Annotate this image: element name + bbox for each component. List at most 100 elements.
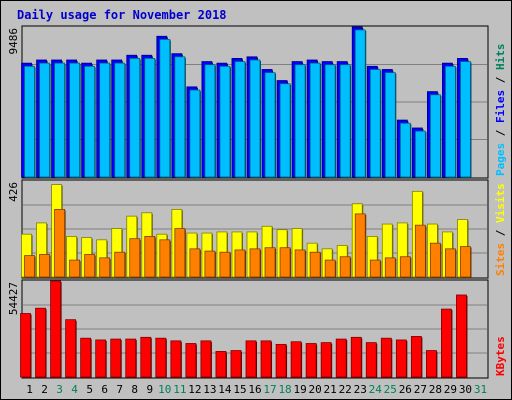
bar-pages-day-10 bbox=[159, 39, 171, 178]
bar-kbytes-day-3 bbox=[50, 280, 61, 378]
bar-pages-day-6 bbox=[99, 62, 111, 178]
day-label-5: 5 bbox=[86, 383, 93, 396]
bar-kbytes-day-20 bbox=[305, 343, 317, 378]
bar-pages-day-1 bbox=[24, 65, 35, 178]
bar-pages-day-13 bbox=[204, 64, 216, 178]
bar-kbytes-day-27 bbox=[410, 336, 422, 378]
bar-sites-day-4 bbox=[69, 259, 81, 278]
bar-sites-day-12 bbox=[189, 248, 201, 278]
bar-sites-day-28 bbox=[429, 242, 441, 278]
max-label-pages-files-hits: 9486 bbox=[7, 28, 20, 55]
bar-kbytes-day-26 bbox=[395, 339, 407, 378]
bar-kbytes-day-13 bbox=[200, 340, 212, 378]
bar-pages-day-5 bbox=[84, 65, 96, 178]
bar-pages-day-9 bbox=[144, 58, 156, 178]
day-label-13: 13 bbox=[203, 383, 216, 396]
day-label-9: 9 bbox=[146, 383, 153, 396]
day-label-20: 20 bbox=[309, 383, 322, 396]
day-label-2: 2 bbox=[41, 383, 48, 396]
day-label-25: 25 bbox=[384, 383, 397, 396]
bar-pages-day-24 bbox=[369, 69, 381, 178]
bar-kbytes-day-21 bbox=[320, 342, 332, 378]
bar-pages-day-8 bbox=[129, 58, 141, 178]
bar-kbytes-day-29 bbox=[441, 308, 452, 378]
bar-kbytes-day-17 bbox=[260, 340, 272, 378]
day-label-10: 10 bbox=[158, 383, 171, 396]
day-label-19: 19 bbox=[293, 383, 306, 396]
bar-pages-day-20 bbox=[309, 62, 321, 178]
day-label-22: 22 bbox=[339, 383, 352, 396]
bar-pages-day-7 bbox=[114, 62, 126, 178]
legend-files: Files bbox=[494, 90, 507, 123]
bar-pages-day-23 bbox=[354, 29, 366, 178]
bar-kbytes-day-15 bbox=[230, 350, 242, 378]
bar-kbytes-day-25 bbox=[380, 337, 392, 378]
max-label-sites-visits: 426 bbox=[7, 182, 20, 202]
bar-kbytes-day-5 bbox=[80, 337, 92, 378]
bar-kbytes-day-18 bbox=[275, 343, 287, 378]
legend-separator: / bbox=[494, 123, 507, 143]
legend-pages: Pages bbox=[494, 143, 507, 176]
bar-sites-day-26 bbox=[399, 256, 411, 278]
bar-sites-day-16 bbox=[249, 248, 261, 278]
day-label-1: 1 bbox=[26, 383, 33, 396]
legend-sites: Sites bbox=[494, 243, 507, 276]
bar-sites-day-23 bbox=[354, 213, 366, 278]
bar-pages-day-26 bbox=[399, 122, 411, 178]
day-label-6: 6 bbox=[101, 383, 108, 396]
legend-separator: / bbox=[494, 223, 507, 243]
day-label-12: 12 bbox=[188, 383, 201, 396]
day-label-7: 7 bbox=[116, 383, 123, 396]
bar-sites-day-15 bbox=[234, 249, 246, 278]
bar-sites-day-25 bbox=[384, 257, 396, 278]
day-label-15: 15 bbox=[233, 383, 246, 396]
legend-visits: Visits bbox=[494, 183, 507, 223]
day-label-28: 28 bbox=[429, 383, 442, 396]
bar-sites-day-2 bbox=[39, 254, 50, 278]
day-label-26: 26 bbox=[399, 383, 412, 396]
bar-pages-day-30 bbox=[460, 61, 471, 178]
bar-sites-day-8 bbox=[129, 238, 141, 278]
day-label-27: 27 bbox=[414, 383, 427, 396]
bar-pages-day-29 bbox=[445, 65, 456, 178]
day-label-14: 14 bbox=[218, 383, 232, 396]
legend-separator: / bbox=[494, 70, 507, 90]
bar-kbytes-day-24 bbox=[365, 342, 377, 378]
bar-sites-day-10 bbox=[159, 239, 171, 278]
day-label-16: 16 bbox=[248, 383, 261, 396]
legend-kbytes: KBytes bbox=[494, 336, 507, 376]
bar-kbytes-day-22 bbox=[335, 338, 347, 378]
bar-pages-day-14 bbox=[219, 65, 231, 178]
bar-pages-day-22 bbox=[339, 64, 351, 178]
bar-sites-day-24 bbox=[369, 259, 381, 278]
bar-kbytes-day-19 bbox=[290, 341, 302, 378]
bar-sites-day-18 bbox=[279, 247, 291, 278]
bar-sites-day-19 bbox=[294, 249, 306, 278]
day-label-23: 23 bbox=[354, 383, 367, 396]
bar-kbytes-day-28 bbox=[425, 350, 437, 378]
side-legend-kbytes: KBytes bbox=[494, 336, 507, 376]
bar-pages-day-3 bbox=[54, 62, 65, 178]
bar-sites-day-11 bbox=[174, 228, 186, 278]
max-label-kbytes: 54427 bbox=[7, 282, 20, 315]
bar-kbytes-day-2 bbox=[35, 307, 46, 378]
bar-sites-day-3 bbox=[54, 208, 65, 278]
bar-sites-day-5 bbox=[84, 254, 96, 278]
legend-hits: Hits bbox=[494, 44, 507, 71]
bar-sites-day-17 bbox=[264, 247, 276, 278]
day-label-3: 3 bbox=[56, 383, 63, 396]
bar-pages-day-11 bbox=[174, 56, 186, 178]
day-label-30: 30 bbox=[459, 383, 472, 396]
bar-kbytes-day-8 bbox=[125, 338, 137, 378]
bar-kbytes-day-16 bbox=[245, 340, 257, 378]
side-legend-pages-files-hits: Pages / Files / Hits bbox=[494, 44, 507, 177]
day-label-31: 31 bbox=[474, 383, 487, 396]
bar-sites-day-9 bbox=[144, 236, 156, 278]
day-label-17: 17 bbox=[263, 383, 276, 396]
bar-pages-day-18 bbox=[279, 83, 291, 178]
chart-title: Daily usage for November 2018 bbox=[17, 8, 227, 22]
bar-pages-day-27 bbox=[414, 130, 426, 178]
bar-kbytes-day-23 bbox=[350, 336, 362, 378]
bar-pages-day-21 bbox=[324, 64, 336, 178]
